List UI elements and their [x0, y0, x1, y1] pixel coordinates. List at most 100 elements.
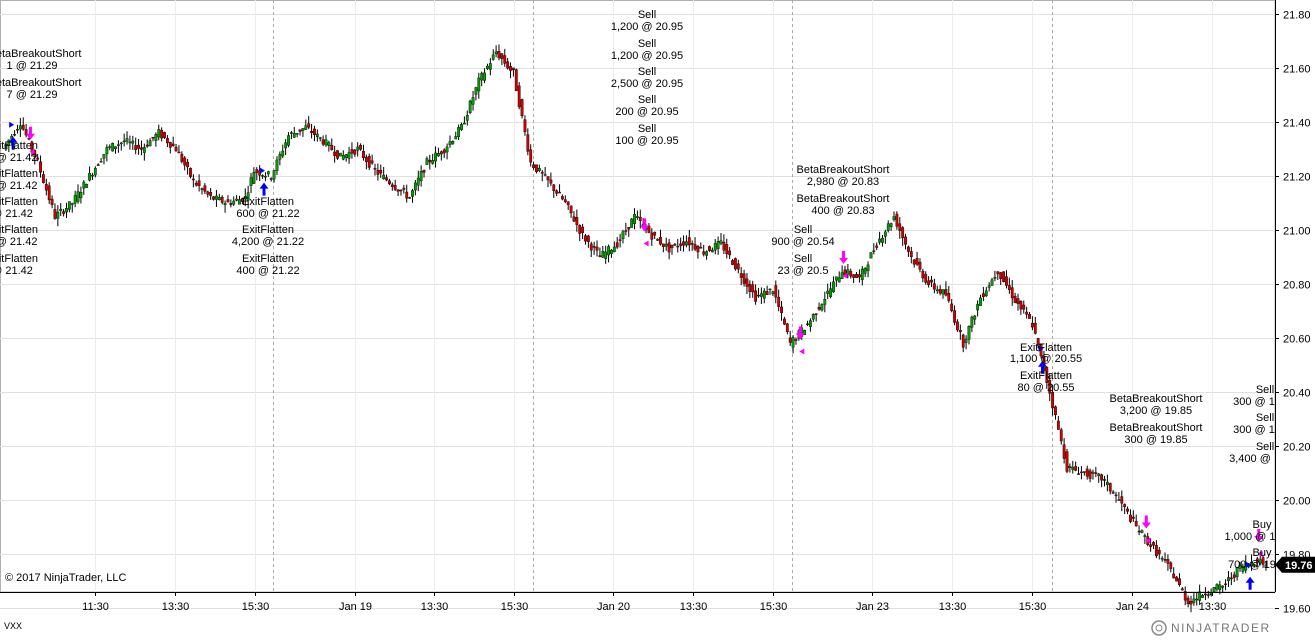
candle-up: [454, 136, 458, 140]
candle-down: [1180, 588, 1184, 591]
sell-marker-icon: [29, 148, 35, 155]
candle-down: [1229, 577, 1233, 580]
candle-down: [1163, 559, 1167, 561]
candle-up: [973, 315, 977, 320]
execution-annotation: Sell: [794, 253, 812, 265]
candle-down: [367, 155, 371, 168]
candle-down: [552, 184, 556, 192]
x-tick-label: 15:30: [1019, 601, 1047, 613]
candle-down: [638, 216, 642, 222]
candle-up: [979, 297, 982, 306]
candle-down: [581, 226, 585, 233]
candle-down: [1045, 367, 1049, 383]
candle-up: [803, 329, 807, 335]
candle-down: [529, 149, 533, 163]
candle-down: [1010, 287, 1014, 299]
candle-up: [287, 135, 290, 146]
candle-down: [1051, 391, 1054, 409]
sell-arrow-icon: [1141, 515, 1151, 529]
candle-down: [1255, 558, 1259, 563]
candle-up: [990, 279, 994, 286]
candle-up: [811, 314, 815, 320]
execution-annotation: 4,200 @ 21.22: [232, 236, 304, 248]
candle-down: [1137, 530, 1141, 533]
candle-up: [494, 51, 498, 55]
execution-annotation: Sell: [638, 66, 656, 78]
candle-up: [716, 241, 720, 249]
candle-up: [416, 177, 420, 186]
execution-annotation: Sell: [638, 38, 656, 50]
candle-down: [961, 334, 965, 348]
candle-down: [353, 149, 357, 155]
ninjatrader-logo: NINJATRADER: [1151, 620, 1269, 636]
x-tick-label: 13:30: [680, 601, 708, 613]
candle-up: [434, 152, 437, 162]
candle-down: [1054, 406, 1057, 416]
execution-annotation: 1,100 @ 20.55: [1010, 353, 1082, 365]
candle-down: [627, 226, 631, 230]
candle-up: [122, 140, 126, 143]
buy-arrow-icon: [1245, 576, 1255, 590]
execution-annotation: @ 21.42: [0, 208, 33, 220]
candle-up: [987, 285, 991, 288]
x-tick-label: 11:30: [82, 601, 109, 613]
candle-up: [1071, 467, 1075, 470]
candle-up: [16, 129, 19, 131]
candle-up: [762, 290, 766, 299]
execution-annotation: 100 @ 20.95: [615, 135, 678, 147]
candle-up: [543, 174, 547, 176]
candle-down: [1149, 544, 1153, 547]
candle-down: [194, 183, 198, 186]
candle-up: [131, 140, 135, 144]
candle-down: [930, 279, 933, 283]
candle-up: [1215, 584, 1219, 590]
candle-down: [1033, 322, 1037, 334]
candle-down: [938, 288, 942, 294]
x-tick-label: Jan 19: [339, 601, 372, 613]
candle-down: [350, 149, 354, 154]
candle-down: [540, 171, 544, 174]
candle-down: [390, 184, 394, 187]
candle-up: [125, 138, 129, 142]
candle-down: [1126, 508, 1129, 512]
candle-up: [837, 277, 841, 283]
candle-down: [373, 168, 377, 170]
candle-down: [915, 258, 919, 265]
candle-up: [18, 125, 22, 130]
candle-up: [771, 291, 775, 295]
candle-down: [734, 258, 737, 270]
candle-up: [91, 174, 94, 177]
execution-annotation: 3,200 @ 19.85: [1120, 405, 1192, 417]
candle-up: [88, 173, 91, 181]
candle-down: [1077, 473, 1080, 475]
candle-down: [981, 293, 985, 298]
candle-up: [878, 238, 881, 243]
execution-annotation: 1,000 @ 1: [1225, 531, 1276, 543]
sell-arrow-icon: [25, 126, 35, 140]
candle-up: [964, 339, 968, 343]
candle-down: [13, 134, 16, 136]
candle-up: [1235, 567, 1239, 577]
execution-annotation: 9 @ 21.42: [0, 236, 37, 248]
candle-up: [382, 174, 386, 180]
y-tick-label: 21.80: [1283, 10, 1311, 22]
candle-down: [918, 261, 922, 270]
candle-down: [774, 285, 778, 298]
candle-down: [1036, 338, 1040, 345]
candle-up: [630, 218, 634, 228]
sell-marker-icon: [1145, 537, 1151, 544]
candle-down: [408, 197, 412, 199]
candle-down: [203, 185, 207, 192]
candle-down: [1025, 311, 1029, 315]
last-price-label: 19.76: [1285, 560, 1313, 572]
candle-up: [318, 137, 322, 139]
candle-up: [347, 152, 351, 159]
candle-up: [315, 133, 319, 138]
execution-annotation: Sell: [1256, 441, 1274, 453]
candle-down: [754, 290, 758, 302]
candle-down: [589, 243, 593, 251]
candle-down: [575, 217, 579, 225]
candle-up: [1198, 591, 1202, 601]
